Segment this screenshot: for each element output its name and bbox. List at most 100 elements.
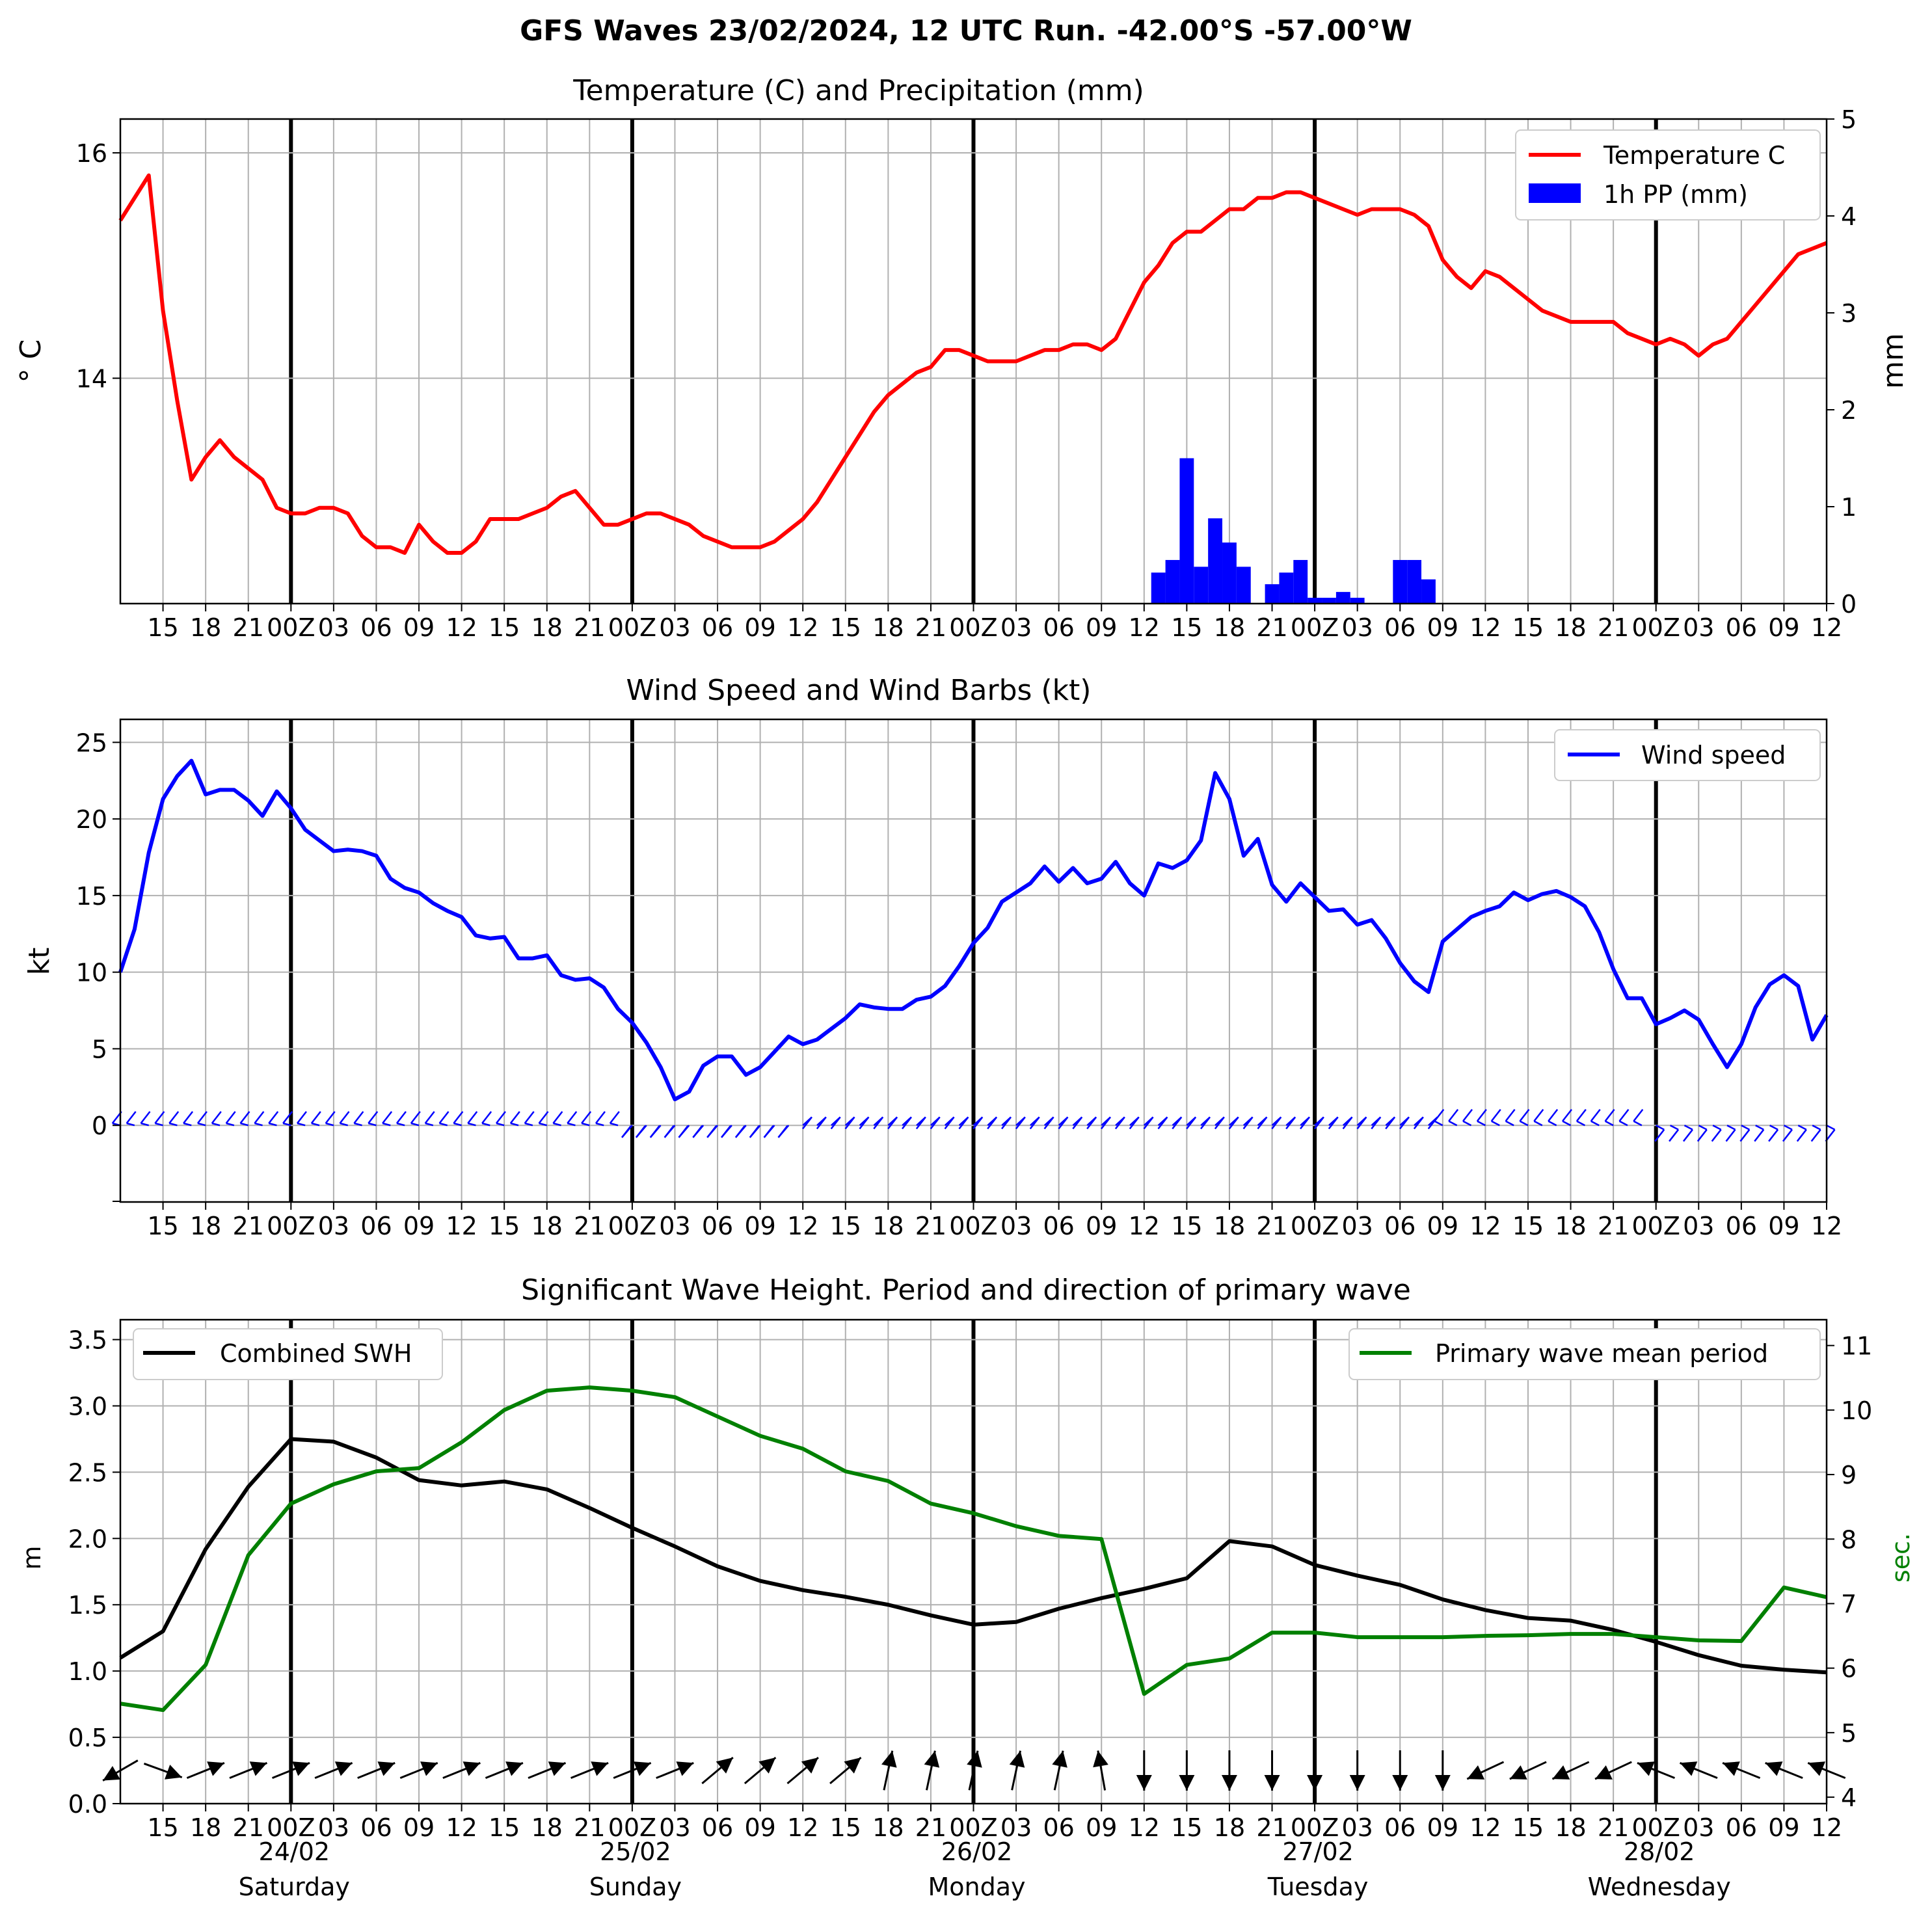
xtick-label: 12: [1129, 613, 1160, 642]
wind-barb-flag: [859, 1116, 870, 1130]
wind-speed-line: [118, 758, 1829, 1102]
arrow-head: [463, 1761, 481, 1776]
ytick-label: 1.0: [68, 1657, 107, 1686]
wind-barb-flag: [154, 1111, 165, 1124]
arrow-head: [1723, 1761, 1740, 1776]
arrow-head: [1179, 1775, 1195, 1791]
wave-direction-arrow: [613, 1761, 652, 1780]
ytick-label: 15: [76, 882, 107, 911]
ytick-right-label: 10: [1841, 1396, 1872, 1425]
xtick-label: 15: [147, 1212, 178, 1240]
wave-direction-arrow: [1679, 1761, 1718, 1780]
wind-barb-flag: [1300, 1116, 1311, 1130]
wind-barb-shaft: [1812, 1125, 1821, 1130]
wind-barb-flag: [1739, 1128, 1751, 1142]
wave-direction-arrow: [1594, 1761, 1632, 1780]
xtick-label: 12: [1129, 1212, 1160, 1240]
date-label: 27/02: [1282, 1837, 1354, 1866]
wind-barb: [1371, 1116, 1382, 1130]
wave-grid: [120, 1320, 1827, 1804]
ytick-right-label: 5: [1841, 1719, 1857, 1748]
xtick-label: 00Z: [608, 613, 656, 642]
wind-barb-shaft: [410, 1122, 420, 1127]
wind-barb-flag: [1029, 1116, 1040, 1130]
wind-barb-flag: [1043, 1116, 1054, 1130]
wind-barb-flag: [915, 1116, 926, 1130]
wave-direction-arrow: [1466, 1761, 1505, 1780]
xtick-label: 06: [1726, 1813, 1757, 1842]
wind-barb-flag: [1356, 1116, 1367, 1130]
xtick-label: 18: [1555, 613, 1586, 642]
arrow-head: [1392, 1775, 1408, 1791]
wind-barb-flag: [664, 1125, 675, 1138]
xtick-label: 21: [1256, 1212, 1287, 1240]
wind-barb-flag: [1810, 1128, 1821, 1142]
xtick-label: 12: [787, 1212, 818, 1240]
precip-bar: [1393, 559, 1408, 604]
wind-barb-flag: [734, 1125, 745, 1138]
ytick-label: 0: [92, 1112, 107, 1140]
wind-barb-shaft: [1633, 1120, 1643, 1127]
wind-barb-flag: [1697, 1128, 1708, 1142]
xtick-label: 06: [1384, 1212, 1415, 1240]
wind-barb-shaft: [439, 1122, 448, 1127]
wind-barb-flag: [1462, 1108, 1473, 1122]
wind-barb-shaft: [1669, 1125, 1679, 1130]
xtick-label: 03: [659, 1212, 690, 1240]
ytick-right-label: 9: [1841, 1461, 1857, 1489]
precip-bar: [1265, 584, 1280, 604]
wind-barb: [310, 1111, 321, 1127]
xtick-label: 09: [1427, 1212, 1458, 1240]
wind-barb-shaft: [368, 1122, 377, 1127]
wind-barb-flag: [649, 1125, 660, 1138]
xtick-label: 06: [360, 1813, 392, 1842]
wind-barb-flag: [621, 1125, 632, 1138]
xtick-label: 21: [915, 1813, 946, 1842]
xtick-label: 00Z: [267, 1813, 315, 1842]
ytick-right-label: 5: [1841, 105, 1857, 134]
wind-barb-flag: [930, 1116, 941, 1130]
wind-barb: [339, 1111, 350, 1127]
wind-barb: [692, 1125, 704, 1138]
wave-direction-arrow: [1136, 1750, 1152, 1791]
ytick-right-label: 4: [1841, 202, 1857, 231]
xtick-label: 12: [1811, 613, 1842, 642]
xtick-label: 18: [872, 1212, 904, 1240]
xtick-label: 00Z: [267, 613, 315, 642]
wind-barb: [763, 1125, 775, 1138]
wave-direction-arrow: [1179, 1750, 1195, 1791]
wind-barb-shaft: [340, 1122, 349, 1127]
wind-barb-flag: [1129, 1116, 1140, 1130]
wind-barb-shaft: [311, 1122, 320, 1127]
wind-barb: [873, 1116, 884, 1130]
wind-barb-shaft: [1783, 1125, 1793, 1130]
xtick-label: 00Z: [608, 1212, 656, 1240]
temperature-precip-legend: Temperature C 1h PP (mm): [1515, 129, 1821, 220]
wind-barb-flag: [1754, 1128, 1765, 1142]
wind-barb: [296, 1111, 307, 1127]
wind-barb-flag: [254, 1111, 265, 1124]
arrow-head: [377, 1761, 396, 1776]
arrow-head: [207, 1761, 224, 1776]
wind-barb-flag: [1711, 1128, 1722, 1142]
wind-barb-shaft: [524, 1122, 533, 1127]
xtick-label: 18: [872, 1813, 904, 1842]
arrow-head: [1552, 1765, 1570, 1780]
wind-barb: [1214, 1116, 1225, 1130]
wind-barb-flag: [410, 1111, 421, 1124]
date-labels: 24/02 Saturday 25/02 Sunday 26/02 Monday 27/02…: [239, 1837, 1731, 1901]
wind-barb-flag: [595, 1111, 606, 1124]
wind-barb-shaft: [141, 1122, 150, 1127]
wave-direction-arrow: [744, 1756, 777, 1785]
wind-barb-shaft: [155, 1122, 163, 1127]
wind-barb-flag: [1214, 1116, 1225, 1130]
arrow-head: [292, 1761, 310, 1776]
legend-wind-label: Wind speed: [1641, 741, 1786, 769]
legend-period-label: Primary wave mean period: [1435, 1339, 1768, 1368]
ytick-label: 10: [76, 959, 107, 987]
wind-barb: [1271, 1116, 1282, 1130]
xtick-label: 18: [1214, 613, 1245, 642]
wind-barb-shaft: [1605, 1120, 1614, 1127]
precip-bar: [1165, 559, 1180, 604]
